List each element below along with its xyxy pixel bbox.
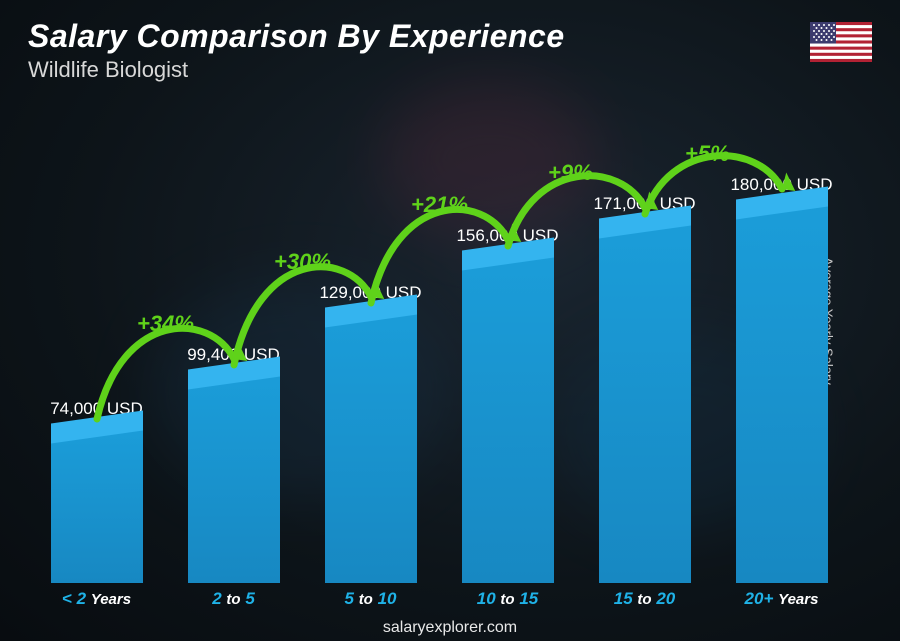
bar-shape <box>736 203 828 583</box>
bar-0: 74,000 USD <box>28 399 165 583</box>
usa-flag-icon <box>810 22 872 62</box>
bar-shape <box>599 222 691 583</box>
bar-5: 180,000 USD <box>713 175 850 583</box>
xaxis-label-0: < 2 Years <box>28 589 165 613</box>
bar-front-face <box>325 311 417 583</box>
footer-attribution: salaryexplorer.com <box>0 619 900 637</box>
bar-shape <box>188 373 280 583</box>
bar-chart: 74,000 USD99,400 USD129,000 USD156,000 U… <box>28 110 850 583</box>
xaxis-label-5: 20+ Years <box>713 589 850 613</box>
bar-3: 156,000 USD <box>439 226 576 583</box>
xaxis-label-3: 10 to 15 <box>439 589 576 613</box>
header: Salary Comparison By Experience Wildlife… <box>28 18 565 83</box>
bar-front-face <box>736 203 828 583</box>
bar-1: 99,400 USD <box>165 345 302 583</box>
bar-shape <box>325 311 417 583</box>
bar-2: 129,000 USD <box>302 283 439 583</box>
bar-shape <box>462 254 554 583</box>
bar-shape <box>51 427 143 583</box>
xaxis-label-1: 2 to 5 <box>165 589 302 613</box>
bar-front-face <box>599 222 691 583</box>
bar-front-face <box>462 254 554 583</box>
bar-4: 171,000 USD <box>576 194 713 583</box>
xaxis-label-4: 15 to 20 <box>576 589 713 613</box>
page-subtitle: Wildlife Biologist <box>28 57 565 83</box>
xaxis-labels: < 2 Years2 to 55 to 1010 to 1515 to 2020… <box>28 589 850 613</box>
bar-front-face <box>51 427 143 583</box>
page-title: Salary Comparison By Experience <box>28 18 565 55</box>
xaxis-label-2: 5 to 10 <box>302 589 439 613</box>
bar-front-face <box>188 373 280 583</box>
